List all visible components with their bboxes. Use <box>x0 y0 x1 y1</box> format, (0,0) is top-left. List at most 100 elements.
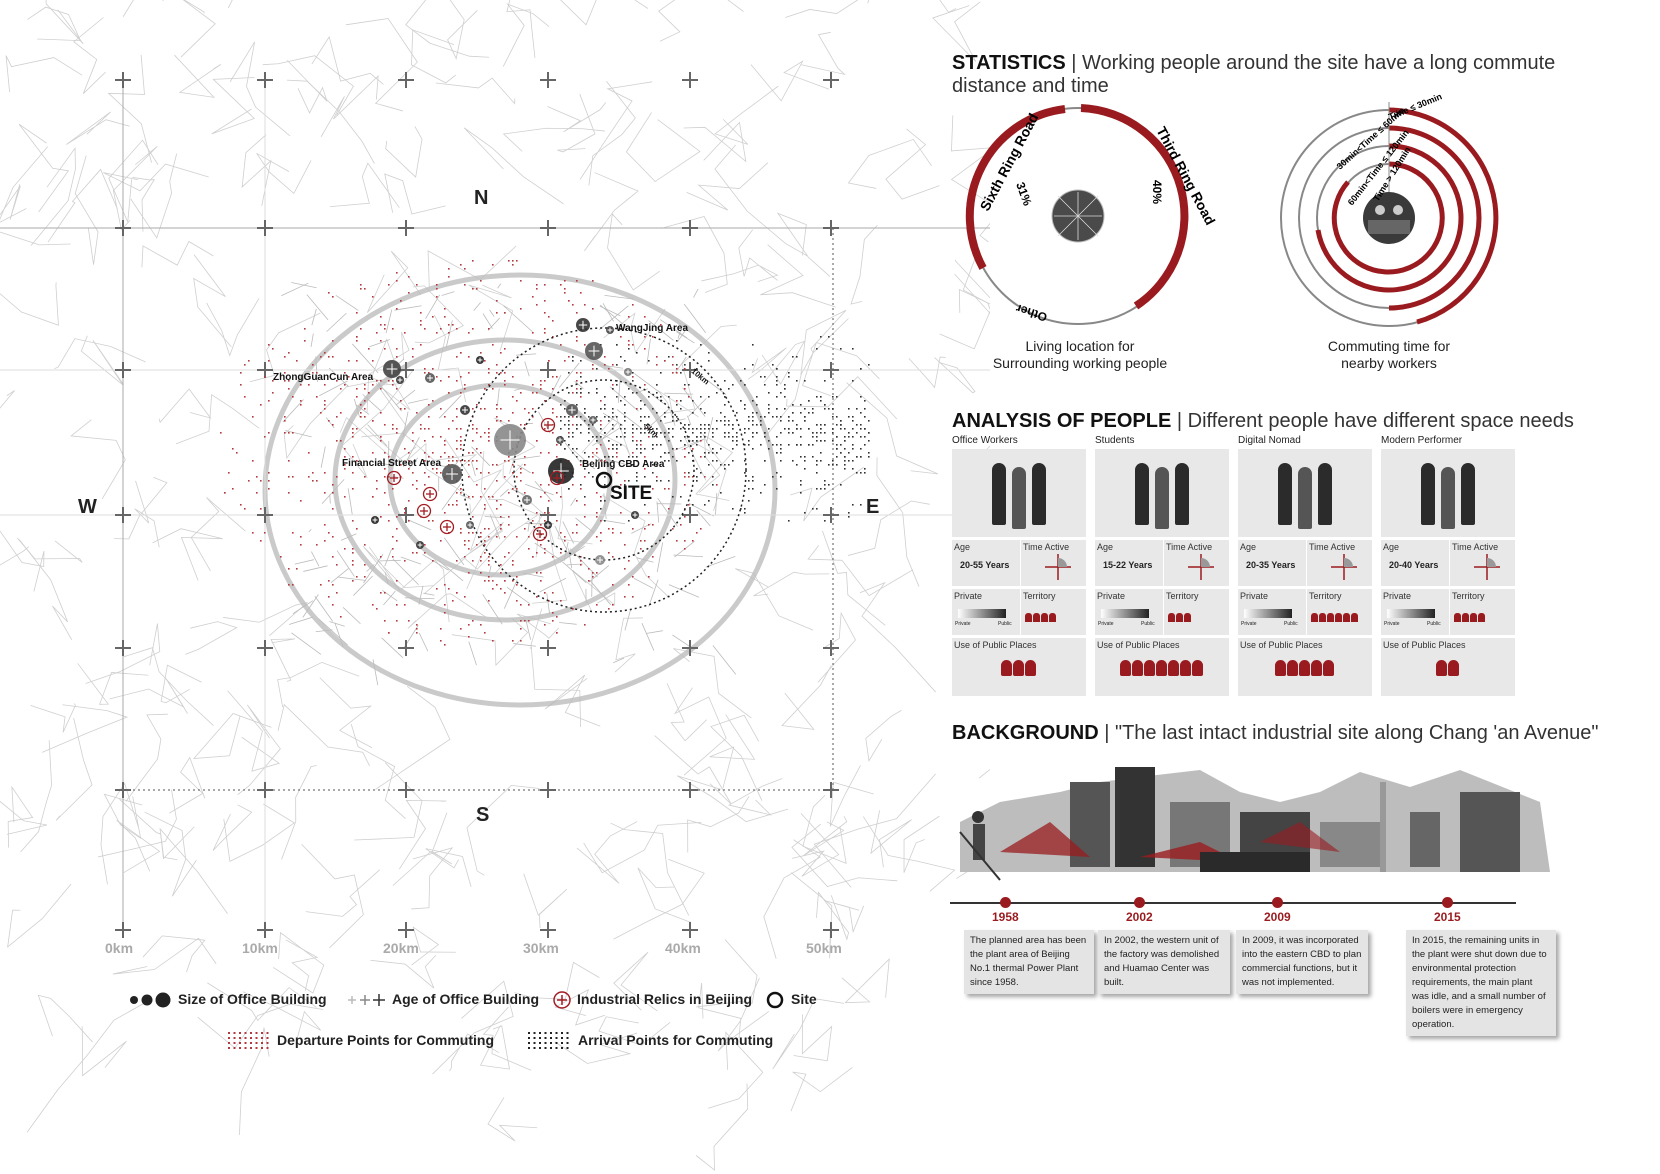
timeline-description: In 2009, it was incorporated into the ea… <box>1236 930 1368 994</box>
legend-site-icon <box>766 991 784 1009</box>
use-icons <box>1095 660 1229 681</box>
use-label: Use of Public Places <box>1240 640 1323 650</box>
grid-crosses <box>115 72 839 938</box>
territory-icon <box>1319 613 1326 622</box>
site-marker <box>595 471 613 489</box>
age-label: Age <box>954 542 971 552</box>
public-small: Public <box>1141 621 1155 627</box>
public-use-row: Use of Public Places <box>1238 638 1372 696</box>
territory-icon <box>1033 613 1040 622</box>
privacy-gradient <box>1387 609 1435 618</box>
person-figure <box>1441 467 1455 529</box>
territory-icon <box>1478 613 1485 622</box>
person-figure <box>1012 467 1026 529</box>
scale-10km: 10km <box>242 940 278 956</box>
territory-icon <box>1311 613 1318 622</box>
time-active-icon <box>1188 554 1214 580</box>
analysis-title: ANALYSIS OF PEOPLE | Different people ha… <box>952 410 1574 432</box>
tree-icon <box>1168 660 1179 676</box>
legend-size-text: Size of Office Building <box>178 991 327 1007</box>
timeline-dot <box>1442 897 1453 908</box>
territory-icon <box>1335 613 1342 622</box>
time-label: Time Active <box>1309 542 1356 552</box>
age-time-row: Age 20-35 Years Time Active <box>1238 540 1372 586</box>
legend-size-icon <box>130 992 171 1008</box>
commute-caption: Commuting time for nearby workers <box>1327 338 1451 371</box>
age-value: 20-55 Years <box>960 560 1010 570</box>
use-icons <box>1238 660 1372 681</box>
group-name: Office Workers <box>952 435 1018 446</box>
territory-icon <box>1470 613 1477 622</box>
tree-icon <box>1287 660 1298 676</box>
office-buildings <box>371 318 639 565</box>
public-use-row: Use of Public Places <box>1095 638 1229 696</box>
territory-icon <box>1049 613 1056 622</box>
age-time-row: Age 15-22 Years Time Active <box>1095 540 1229 586</box>
living-caption: Living location for Surrounding working p… <box>992 338 1168 371</box>
private-label: Private <box>1240 591 1269 601</box>
person-figure <box>1278 463 1292 525</box>
private-label: Private <box>954 591 983 601</box>
territory-icons <box>1454 609 1486 627</box>
private-small: Private <box>1384 621 1400 627</box>
tree-icon <box>1025 660 1036 676</box>
tree-icon <box>1192 660 1203 676</box>
group-photo <box>1381 449 1515 537</box>
age-value: 20-35 Years <box>1246 560 1296 570</box>
person-figure <box>1421 463 1435 525</box>
private-territory-row: Private Private Public Territory <box>1238 589 1372 635</box>
time-label: Time Active <box>1166 542 1213 552</box>
tree-icon <box>1323 660 1334 676</box>
south-label: S <box>476 804 490 826</box>
age-value: 15-22 Years <box>1103 560 1153 570</box>
legend-arrival-icon <box>528 1032 569 1049</box>
use-icons <box>1381 660 1515 681</box>
territory-icon <box>1462 613 1469 622</box>
privacy-gradient <box>1244 609 1292 618</box>
private-small: Private <box>1241 621 1257 627</box>
age-time-row: Age 20-55 Years Time Active <box>952 540 1086 586</box>
privacy-gradient <box>1101 609 1149 618</box>
legend-age-text: Age of Office Building <box>392 991 539 1007</box>
age-value: 20-40 Years <box>1389 560 1439 570</box>
industrial-collage <box>959 767 1550 881</box>
time-active-icon <box>1331 554 1357 580</box>
legend-site-text: Site <box>791 991 817 1007</box>
time-active-icon <box>1045 554 1071 580</box>
tree-icon <box>1156 660 1167 676</box>
person-figure <box>1461 463 1475 525</box>
territory-label: Territory <box>1309 591 1342 601</box>
scale-0km: 0km <box>105 940 134 956</box>
timeline-year: 2009 <box>1264 910 1291 924</box>
group-name: Students <box>1095 435 1135 446</box>
group-name: Modern Performer <box>1381 435 1463 446</box>
scale-20km: 20km <box>383 940 419 956</box>
sixth-percent: 31% <box>1013 180 1034 208</box>
private-small: Private <box>955 621 971 627</box>
living-location-chart: Sixth Ring Road 31% Third Ring Road 40% … <box>965 104 1219 325</box>
cbd-label: Beijing CBD Area <box>582 459 665 470</box>
tree-icon <box>1299 660 1310 676</box>
time-label: Time Active <box>1023 542 1070 552</box>
person-figure <box>1175 463 1189 525</box>
territory-icons <box>1168 609 1192 627</box>
territory-icon <box>1025 613 1032 622</box>
public-use-row: Use of Public Places <box>952 638 1086 696</box>
tree-icon <box>1120 660 1131 676</box>
person-figure <box>1155 467 1169 529</box>
third-percent: 40% <box>1150 180 1164 204</box>
territory-icon <box>1184 613 1191 622</box>
timeline-line <box>950 902 1516 904</box>
person-figure <box>1135 463 1149 525</box>
background-title: BACKGROUND | "The last intact industrial… <box>952 722 1599 744</box>
tree-icon <box>1001 660 1012 676</box>
timeline-dot <box>1272 897 1283 908</box>
west-label: W <box>78 496 97 518</box>
industrial-relic-marker <box>422 486 438 502</box>
territory-label: Territory <box>1023 591 1056 601</box>
group-photo <box>1095 449 1229 537</box>
tree-icon <box>1013 660 1024 676</box>
territory-icon <box>1327 613 1334 622</box>
territory-icon <box>1343 613 1350 622</box>
privacy-gradient <box>958 609 1006 618</box>
